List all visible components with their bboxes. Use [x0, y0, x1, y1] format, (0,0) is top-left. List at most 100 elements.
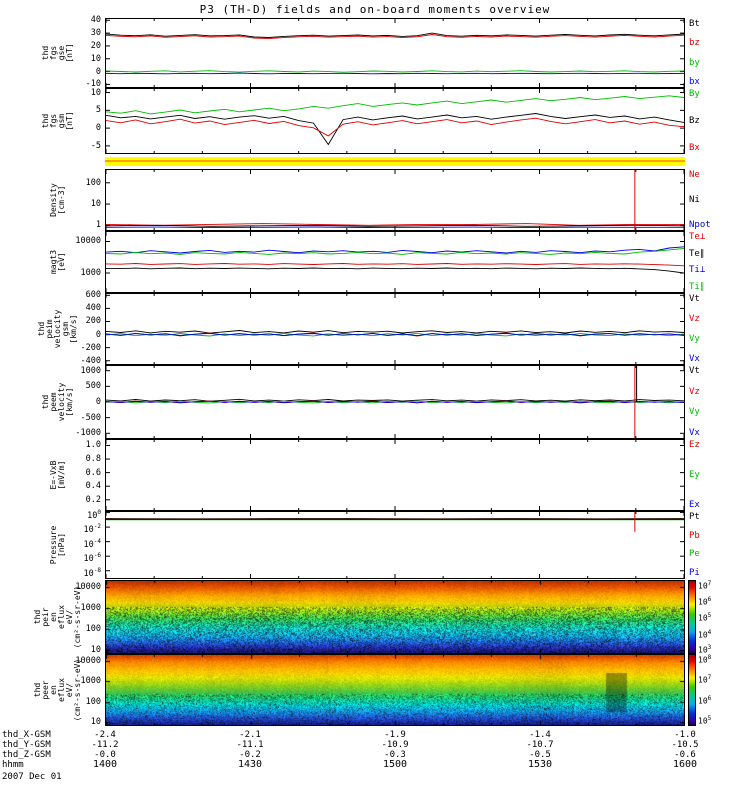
series-Ti⊥ [105, 246, 685, 254]
legend-Pb: Pb [689, 530, 700, 541]
y-axis-label: thd peer en eflux eV/ (cm²-s-sr-eV) [33, 658, 82, 722]
colorbar-label: 104 [698, 628, 712, 640]
axis-tick-value: -2.1 [239, 730, 261, 740]
y-tick-label: 10 [90, 53, 101, 64]
panel-spec_e [105, 654, 685, 726]
series-Vt [105, 398, 685, 402]
colorbar-spec_e [688, 654, 696, 726]
y-tick-label: 10 [90, 87, 101, 98]
axis-tick-value: 1400 [92, 759, 118, 770]
y-tick-label: 200 [85, 316, 101, 327]
colorbar-label: 105 [698, 612, 712, 623]
y-tick-label: 0.2 [85, 494, 101, 505]
series-Ni [105, 224, 685, 227]
flag-line [105, 160, 685, 162]
exponent: 5 [707, 715, 712, 723]
colorbar-label: 103 [698, 644, 712, 655]
exponent: 6 [707, 694, 712, 702]
y-tick-label: -400 [80, 355, 101, 366]
legend-Pe: Pe [689, 549, 700, 560]
legend-Vz: Vz [689, 386, 700, 397]
legend-Vx: Vx [689, 354, 700, 364]
colorbar-label: 107 [698, 580, 712, 591]
y-tick-label: 10000 [75, 656, 101, 667]
y-tick-label: -500 [80, 412, 101, 423]
series-bx [105, 72, 685, 75]
colorbar-gradient [689, 581, 695, 653]
panel-ve [105, 365, 685, 439]
colorbar-label: 106 [698, 595, 712, 607]
legend-Vt: Vt [689, 294, 700, 304]
exponent: 7 [707, 674, 712, 682]
y-tick-label: 1000 [80, 603, 101, 614]
plot-area-fgs_gsm [105, 89, 685, 153]
plot-area-pressure [105, 512, 685, 578]
series-by [105, 70, 685, 73]
colorbar-label: 106 [698, 694, 712, 706]
panel-fgs_gsm [105, 88, 685, 154]
axis-tick-value: -2.4 [94, 730, 116, 740]
plot-area-ve [105, 366, 685, 438]
panel-fgs_gse [105, 18, 685, 88]
series-Vx [105, 332, 685, 337]
exponent: 7 [707, 580, 712, 587]
y-tick-label: -200 [80, 342, 101, 353]
y-tick-label: 30 [90, 28, 101, 39]
axis-tick-value: -10.9 [381, 740, 409, 750]
y-tick-label: 0 [95, 329, 101, 340]
axis-tick-value: 1600 [672, 759, 698, 770]
axis-tick-value: 1430 [237, 759, 263, 770]
series-Vt [105, 330, 685, 334]
legend-Ti∥: Ti∥ [689, 282, 705, 292]
legend-Vy: Vy [689, 407, 700, 418]
colorbar-spec_i [688, 580, 696, 654]
plot-area-vi [105, 294, 685, 364]
series-Bx [105, 117, 685, 137]
axis-tick-value: -11.2 [91, 740, 119, 750]
y-tick-label: -10 [85, 79, 101, 90]
exponent: 8 [707, 654, 712, 661]
y-tick-label: 0.4 [85, 481, 101, 492]
y-tick-label: 100 [87, 508, 101, 521]
axis-row-label-thd_Y-GSM: thd_Y-GSM [2, 740, 51, 750]
exponent: 3 [707, 644, 712, 652]
plot-area-density [105, 170, 685, 230]
panel-spec_i [105, 580, 685, 654]
legend-By: By [689, 89, 700, 99]
y-tick-label: 100 [85, 177, 101, 188]
y-axis-label: Density [cm-3] [49, 183, 66, 217]
legend-Ex: Ex [689, 500, 700, 510]
panel-vi [105, 293, 685, 365]
y-tick-label: 0 [95, 397, 101, 407]
exponent: -4 [93, 537, 101, 545]
y-tick-label: 5 [95, 105, 101, 116]
plot-area-fgs_gse [105, 19, 685, 87]
y-axis-label: magt3 [eV] [49, 249, 66, 275]
y-tick-label: 10 [90, 644, 101, 655]
series-Ti∥ [105, 248, 685, 255]
y-tick-label: 10000 [75, 582, 101, 593]
y-tick-label: 20 [90, 40, 101, 51]
y-tick-label: 1 [95, 220, 101, 231]
series-Te⊥ [105, 263, 685, 267]
legend-Te⊥: Te⊥ [689, 232, 706, 242]
legend-Vz: Vz [689, 314, 700, 324]
series-bz [105, 34, 685, 40]
y-tick-label: -5 [90, 140, 101, 151]
legend-Ne: Ne [689, 170, 700, 180]
legend-bx: bx [689, 77, 700, 87]
y-axis-label: Pressure [nPa] [49, 525, 66, 565]
legend-Bt: Bt [689, 19, 700, 29]
y-axis-label: thd fgs gse [nT] [41, 43, 74, 63]
y-tick-label: 0.8 [85, 454, 101, 465]
legend-Npot: Npot [689, 220, 711, 230]
y-tick-label: 100 [85, 696, 101, 707]
y-tick-label: 10 [90, 199, 101, 210]
y-axis-label: thd peir en eflux eV/ (cm²-s-sr-eV) [33, 585, 82, 649]
axis-tick-value: 1500 [382, 759, 408, 770]
axis-tick-value: -10.7 [526, 740, 554, 750]
y-tick-label: 0.6 [85, 467, 101, 478]
date-label: 2007 Dec 01 [2, 772, 62, 782]
spectrogram-canvas-spec_i [106, 581, 684, 653]
y-tick-label: 1000 [80, 365, 101, 376]
